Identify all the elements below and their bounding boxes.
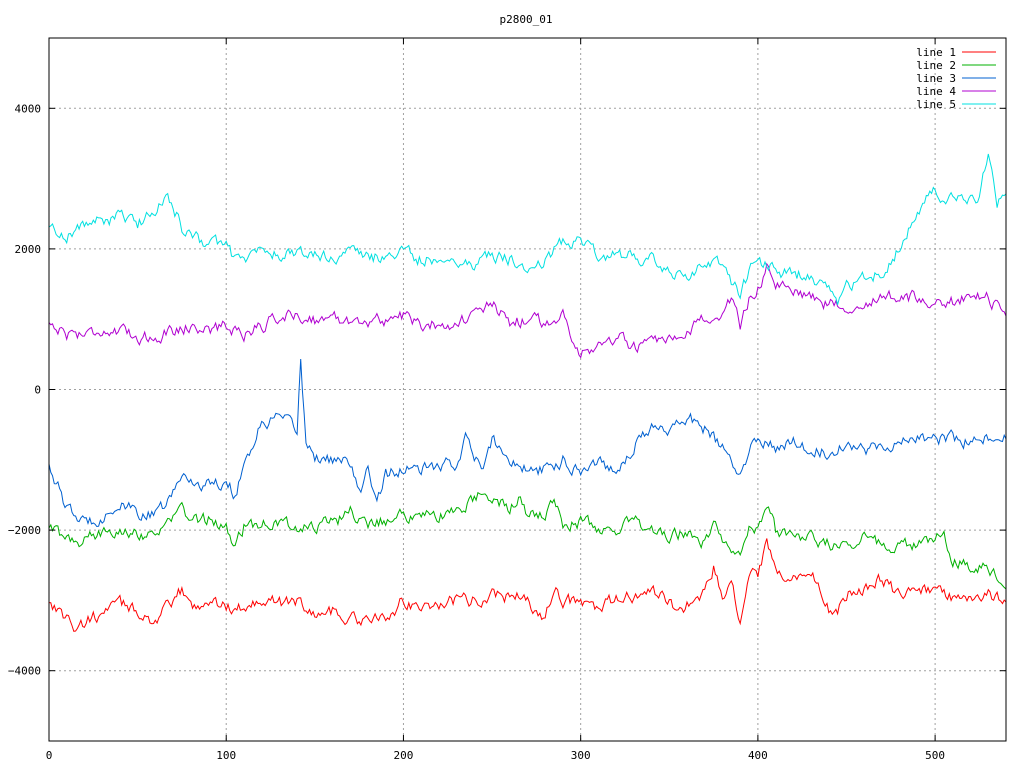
y-tick-label: −2000 xyxy=(8,524,41,537)
series-line-5 xyxy=(48,153,1007,305)
x-tick-label: 400 xyxy=(748,749,768,762)
legend-label: line 5 xyxy=(916,98,956,111)
x-tick-label: 0 xyxy=(46,749,53,762)
legend-label: line 1 xyxy=(916,46,956,59)
series-line-1 xyxy=(48,538,1007,632)
y-tick-label: 0 xyxy=(34,384,41,397)
legend-label: line 3 xyxy=(916,72,956,85)
x-tick-label: 100 xyxy=(216,749,236,762)
series-line-4 xyxy=(48,262,1007,359)
x-tick-label: 300 xyxy=(571,749,591,762)
y-tick-label: 4000 xyxy=(15,102,42,115)
x-tick-label: 200 xyxy=(394,749,414,762)
y-tick-label: −4000 xyxy=(8,665,41,678)
grid xyxy=(49,38,1006,741)
plot-frame xyxy=(48,37,1007,742)
chart-title: p2800_01 xyxy=(500,13,553,26)
legend-label: line 2 xyxy=(916,59,956,72)
series-layer xyxy=(48,153,1007,632)
axis-ticks: 0 100 200 300 400 500 −4000 −2000 0 2000 4000 xyxy=(8,38,1006,762)
legend-label: line 4 xyxy=(916,85,956,98)
series-line-3 xyxy=(48,358,1007,528)
y-tick-label: 2000 xyxy=(15,243,42,256)
series-line-2 xyxy=(48,491,1007,590)
x-tick-label: 500 xyxy=(925,749,945,762)
